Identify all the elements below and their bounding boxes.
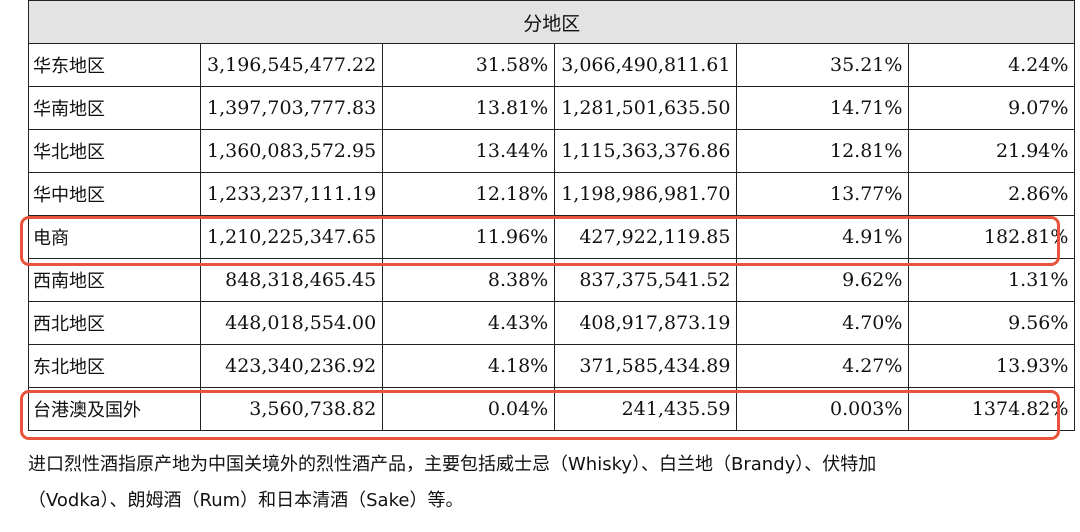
- share-prior-cell: 9.62%: [736, 258, 910, 302]
- growth-cell: 9.07%: [908, 86, 1076, 130]
- region-name-cell: 台港澳及国外: [28, 387, 201, 431]
- growth-cell: 1374.82%: [908, 387, 1076, 431]
- revenue-current-cell: 448,018,554.00: [199, 301, 384, 345]
- region-name-cell: 华北地区: [28, 129, 201, 173]
- table-row: 华中地区 1,233,237,111.19 12.18% 1,198,986,981.…: [28, 172, 1076, 216]
- share-current-cell: 12.18%: [382, 172, 556, 216]
- growth-cell: 21.94%: [908, 129, 1076, 173]
- regional-revenue-table-container: 分地区 华东地区 3,196,545,477.22 31.58% 3,066,490,…: [27, 0, 1076, 431]
- share-current-cell: 8.38%: [382, 258, 556, 302]
- revenue-prior-cell: 408,917,873.19: [554, 301, 738, 345]
- share-prior-cell: 0.003%: [736, 387, 910, 431]
- revenue-current-cell: 1,397,703,777.83: [199, 86, 384, 130]
- footnote-line-1: 进口烈性酒指原产地为中国关境外的烈性酒产品，主要包括威士忌（Whisky）、白兰…: [28, 454, 877, 475]
- growth-cell: 2.86%: [908, 172, 1076, 216]
- revenue-current-cell: 423,340,236.92: [199, 344, 384, 388]
- growth-cell: 1.31%: [908, 258, 1076, 302]
- revenue-current-cell: 1,360,083,572.95: [199, 129, 384, 173]
- table-row: 电商 1,210,225,347.65 11.96% 427,922,119.85 4.…: [28, 215, 1076, 259]
- growth-cell: 182.81%: [908, 215, 1076, 259]
- share-prior-cell: 35.21%: [736, 43, 910, 87]
- revenue-prior-cell: 427,922,119.85: [554, 215, 738, 259]
- table-row: 华南地区 1,397,703,777.83 13.81% 1,281,501,635.…: [28, 86, 1076, 130]
- growth-cell: 9.56%: [908, 301, 1076, 345]
- share-current-cell: 11.96%: [382, 215, 556, 259]
- region-name-cell: 华南地区: [28, 86, 201, 130]
- growth-cell: 4.24%: [908, 43, 1076, 87]
- share-prior-cell: 4.27%: [736, 344, 910, 388]
- share-prior-cell: 12.81%: [736, 129, 910, 173]
- regional-revenue-table: 分地区 华东地区 3,196,545,477.22 31.58% 3,066,490,…: [27, 0, 1076, 431]
- table-row: 东北地区 423,340,236.92 4.18% 371,585,434.89 4.2…: [28, 344, 1076, 388]
- share-prior-cell: 4.91%: [736, 215, 910, 259]
- share-current-cell: 13.81%: [382, 86, 556, 130]
- share-current-cell: 4.43%: [382, 301, 556, 345]
- revenue-prior-cell: 241,435.59: [554, 387, 738, 431]
- revenue-current-cell: 1,233,237,111.19: [199, 172, 384, 216]
- share-current-cell: 4.18%: [382, 344, 556, 388]
- table-row: 台港澳及国外 3,560,738.82 0.04% 241,435.59 0.003% 1…: [28, 387, 1076, 431]
- revenue-current-cell: 3,560,738.82: [199, 387, 384, 431]
- table-row: 西北地区 448,018,554.00 4.43% 408,917,873.19 4.7…: [28, 301, 1076, 345]
- region-name-cell: 西北地区: [28, 301, 201, 345]
- table-header-row: 分地区: [27, 0, 1076, 44]
- footnote-line-2: （Vodka）、朗姆酒（Rum）和日本清酒（Sake）等。: [28, 490, 464, 511]
- revenue-prior-cell: 1,281,501,635.50: [554, 86, 738, 130]
- revenue-prior-cell: 3,066,490,811.61: [554, 43, 738, 87]
- table-row: 西南地区 848,318,465.45 8.38% 837,375,541.52 9.6…: [28, 258, 1076, 302]
- revenue-prior-cell: 1,115,363,376.86: [554, 129, 738, 173]
- region-name-cell: 电商: [28, 215, 201, 259]
- revenue-current-cell: 1,210,225,347.65: [199, 215, 384, 259]
- revenue-prior-cell: 371,585,434.89: [554, 344, 738, 388]
- share-prior-cell: 13.77%: [736, 172, 910, 216]
- revenue-prior-cell: 1,198,986,981.70: [554, 172, 738, 216]
- revenue-current-cell: 3,196,545,477.22: [199, 43, 384, 87]
- revenue-current-cell: 848,318,465.45: [199, 258, 384, 302]
- region-name-cell: 东北地区: [28, 344, 201, 388]
- region-name-cell: 西南地区: [28, 258, 201, 302]
- table-header-title: 分地区: [27, 0, 1076, 44]
- share-prior-cell: 14.71%: [736, 86, 910, 130]
- share-current-cell: 0.04%: [382, 387, 556, 431]
- share-prior-cell: 4.70%: [736, 301, 910, 345]
- table-row: 华东地区 3,196,545,477.22 31.58% 3,066,490,811.…: [28, 43, 1076, 87]
- share-current-cell: 31.58%: [382, 43, 556, 87]
- growth-cell: 13.93%: [908, 344, 1076, 388]
- region-name-cell: 华东地区: [28, 43, 201, 87]
- table-row: 华北地区 1,360,083,572.95 13.44% 1,115,363,376.…: [28, 129, 1076, 173]
- revenue-prior-cell: 837,375,541.52: [554, 258, 738, 302]
- region-name-cell: 华中地区: [28, 172, 201, 216]
- share-current-cell: 13.44%: [382, 129, 556, 173]
